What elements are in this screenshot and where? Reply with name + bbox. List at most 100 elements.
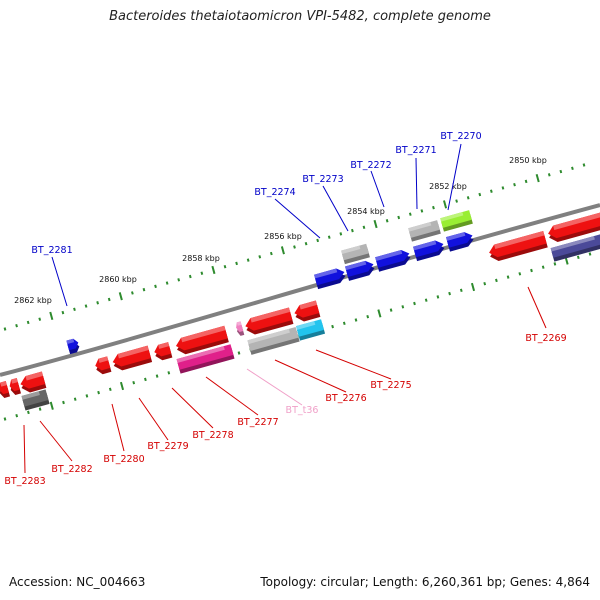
minor-tick: [177, 278, 181, 282]
gene-BT_2273-a[interactable]: [345, 259, 376, 281]
gene-BT_t36[interactable]: [235, 321, 245, 336]
minor-tick: [200, 271, 204, 275]
gene-BT_2278[interactable]: [153, 342, 173, 362]
gene-BT_2269-slate[interactable]: [550, 234, 600, 262]
gene-label-BT_2283[interactable]: BT_2283: [4, 476, 45, 487]
gene-BT_2269-b[interactable]: [546, 211, 600, 244]
gene-label-BT_2274[interactable]: BT_2274: [254, 187, 295, 198]
accession-label: Accession: NC_004663: [9, 575, 146, 589]
map-title: Bacteroides thetaiotaomicron VPI-5482, c…: [109, 9, 491, 24]
minor-tick: [553, 262, 557, 266]
gene-BT_2277-red[interactable]: [174, 325, 229, 356]
minor-tick: [559, 169, 563, 174]
gene-label-BT_2281[interactable]: BT_2281: [31, 245, 72, 256]
gene-BT_2280[interactable]: [94, 356, 112, 375]
gene-label-BT_2273[interactable]: BT_2273: [302, 174, 343, 185]
gene-label-BT_2271[interactable]: BT_2271: [395, 145, 436, 156]
minor-tick: [401, 305, 405, 309]
minor-tick: [541, 265, 545, 269]
minor-tick: [26, 320, 30, 325]
gene-BT_2270[interactable]: [440, 210, 473, 232]
leader-line: [527, 286, 547, 329]
gene-BT_2281[interactable]: [66, 338, 80, 355]
gene-BT_2274[interactable]: [314, 267, 347, 290]
gene-label-BT_t36[interactable]: BT_t36: [286, 405, 319, 416]
minor-tick: [62, 400, 65, 405]
gene-BT_2272[interactable]: [413, 239, 446, 262]
minor-tick: [466, 196, 470, 200]
major-tick: [49, 311, 54, 321]
gene-BT_2274-gray[interactable]: [341, 243, 370, 265]
scale-label: 2854 kbp: [347, 207, 385, 216]
label-leaders: [23, 143, 547, 474]
minor-tick: [436, 295, 440, 299]
minor-tick: [237, 351, 241, 355]
gene-BT_2276[interactable]: [244, 307, 294, 336]
gene-BT_2283-b[interactable]: [0, 381, 11, 399]
gene-label-BT_2276[interactable]: BT_2276: [325, 393, 366, 404]
gene-BT_2276-gray[interactable]: [247, 327, 300, 355]
gene-BT_2279[interactable]: [111, 345, 153, 373]
gene-label-BT_2272[interactable]: BT_2272: [350, 160, 391, 171]
gene-BT_2271-gray[interactable]: [408, 220, 441, 242]
minor-tick: [27, 410, 30, 415]
gene-label-BT_2277[interactable]: BT_2277: [237, 417, 278, 428]
minor-tick: [530, 268, 533, 273]
leader-line: [274, 198, 321, 239]
minor-tick: [408, 212, 412, 216]
gene-BT_2271[interactable]: [446, 230, 475, 252]
minor-tick: [513, 182, 516, 187]
gene-label-BT_2280[interactable]: BT_2280: [103, 454, 144, 465]
gene-label-BT_2270[interactable]: BT_2270: [440, 131, 481, 142]
gene-BT_2277[interactable]: [176, 344, 235, 374]
scale-label: 2856 kbp: [264, 232, 302, 241]
minor-tick: [235, 261, 238, 266]
leader-line: [138, 397, 169, 441]
gene-BT_2269-a[interactable]: [487, 230, 548, 263]
leader-line: [315, 349, 392, 380]
major-tick: [118, 292, 123, 301]
minor-tick: [223, 264, 227, 269]
minor-tick: [489, 189, 493, 193]
leader-line: [370, 170, 385, 208]
scale-label: 2850 kbp: [509, 156, 547, 165]
minor-tick: [354, 318, 358, 322]
gene-BT_2273-b[interactable]: [375, 248, 412, 272]
gene-label-BT_2279[interactable]: BT_2279: [147, 441, 188, 452]
gene-BT_2282-red[interactable]: [19, 371, 47, 395]
minor-tick: [38, 407, 42, 411]
gene-BT_2282[interactable]: [21, 389, 50, 411]
minor-tick: [246, 258, 250, 262]
major-tick: [373, 219, 378, 229]
gene-BT_2283-a[interactable]: [8, 378, 22, 396]
leader-line: [322, 185, 349, 232]
minor-tick: [97, 390, 100, 395]
minor-tick: [576, 255, 580, 260]
major-tick: [564, 256, 569, 265]
gene-label-BT_2269[interactable]: BT_2269: [525, 333, 566, 344]
gene-label-BT_2282[interactable]: BT_2282: [51, 464, 92, 475]
gene-label-BT_2278[interactable]: BT_2278: [192, 430, 233, 441]
leader-line: [111, 403, 125, 452]
leader-line: [51, 256, 68, 307]
scale-label: 2852 kbp: [429, 182, 467, 191]
minor-tick: [501, 186, 505, 190]
major-tick: [280, 246, 285, 255]
minor-tick: [38, 317, 42, 321]
leader-line: [415, 157, 418, 210]
minor-tick: [432, 205, 435, 210]
minor-tick: [424, 298, 428, 302]
minor-tick: [339, 232, 343, 236]
scale-label: 2858 kbp: [182, 254, 220, 263]
gene-BT_2275[interactable]: [296, 319, 326, 341]
minor-tick: [269, 251, 273, 256]
gene-label-BT_2275[interactable]: BT_2275: [370, 380, 411, 391]
minor-tick: [154, 284, 157, 289]
minor-tick: [131, 291, 134, 295]
major-tick: [443, 200, 448, 209]
minor-tick: [478, 192, 482, 197]
minor-tick: [448, 291, 451, 296]
minor-tick: [96, 301, 100, 305]
gene-BT_2275-red[interactable]: [293, 300, 321, 324]
